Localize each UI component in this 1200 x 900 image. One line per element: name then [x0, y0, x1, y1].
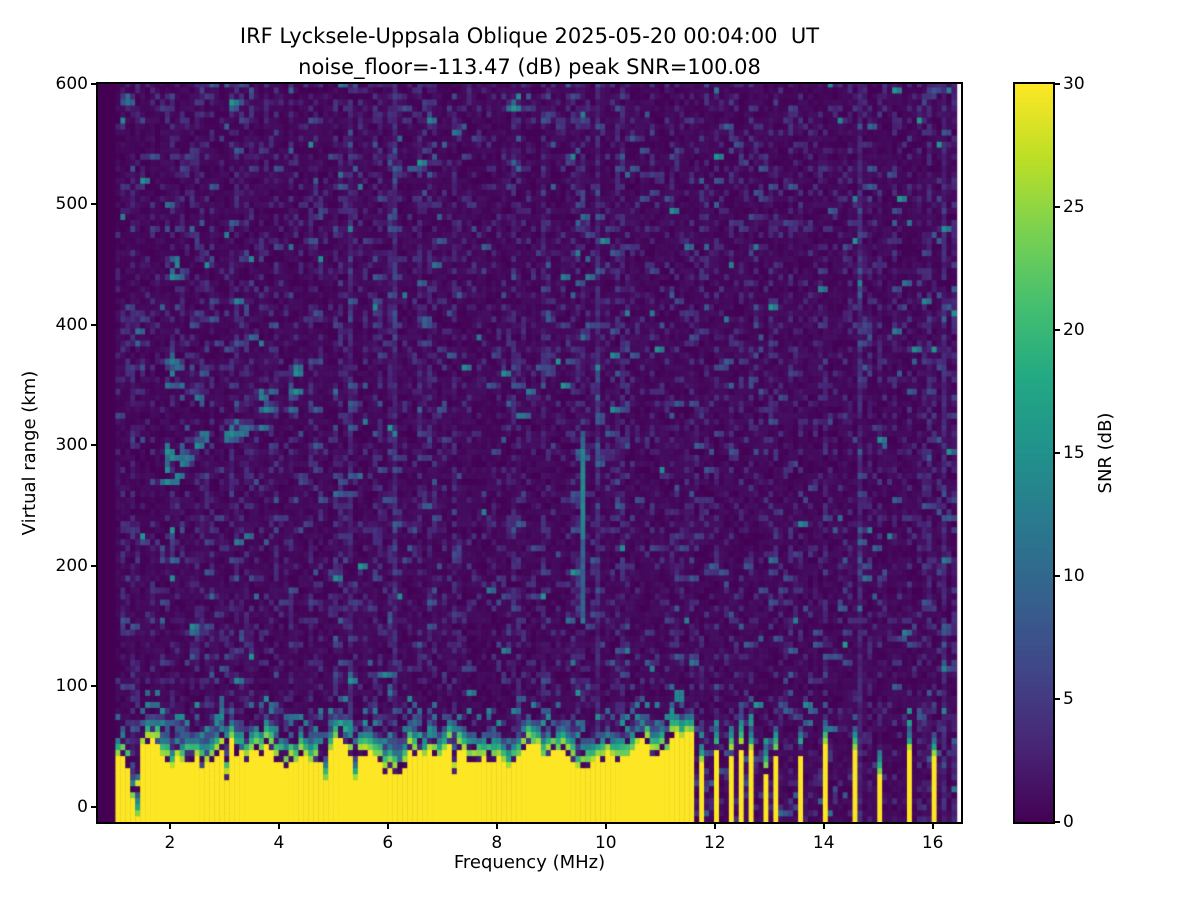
- x-tick-label: 4: [273, 833, 285, 853]
- x-tick-label: 10: [594, 833, 617, 853]
- colorbar-tick: [1055, 83, 1060, 85]
- chart-title-line2: noise_floor=-113.47 (dB) peak SNR=100.08: [298, 55, 761, 79]
- x-tick: [713, 824, 716, 829]
- x-tick: [931, 824, 934, 829]
- colorbar-tick-label: 0: [1063, 812, 1074, 832]
- colorbar-tick-label: 25: [1063, 197, 1085, 217]
- x-tick-label: 2: [164, 833, 176, 853]
- y-tick-label: 0: [77, 796, 88, 817]
- y-tick-label: 100: [55, 676, 88, 697]
- y-tick-label: 600: [55, 74, 88, 94]
- x-tick-label: 8: [491, 833, 503, 853]
- plot-area: [96, 82, 963, 824]
- colorbar-tick: [1055, 698, 1060, 700]
- y-tick-label: 400: [55, 314, 88, 335]
- colorbar-tick-label: 10: [1063, 566, 1085, 586]
- colorbar-tick-label: 5: [1063, 689, 1074, 709]
- colorbar-tick: [1055, 206, 1060, 208]
- x-tick-label: 6: [382, 833, 394, 853]
- y-tick: [91, 564, 96, 567]
- x-tick-label: 12: [703, 833, 726, 853]
- x-tick: [822, 824, 825, 829]
- y-tick: [91, 444, 96, 447]
- colorbar-canvas: [1015, 84, 1053, 822]
- x-tick: [168, 824, 171, 829]
- colorbar-tick-label: 20: [1063, 320, 1085, 340]
- colorbar-tick: [1055, 575, 1060, 577]
- colorbar-tick: [1055, 452, 1060, 454]
- colorbar-tick: [1055, 821, 1060, 823]
- y-tick: [91, 83, 96, 85]
- chart-title-line1: IRF Lycksele-Uppsala Oblique 2025-05-20 …: [239, 24, 820, 48]
- y-tick-label: 200: [55, 555, 88, 576]
- x-axis-label: Frequency (MHz): [453, 852, 606, 873]
- y-tick-label: 300: [55, 435, 88, 456]
- y-tick-label: 500: [55, 194, 88, 215]
- colorbar-tick: [1055, 329, 1060, 331]
- y-tick: [91, 685, 96, 688]
- colorbar-tick-label: 15: [1063, 443, 1085, 463]
- x-tick-label: 16: [921, 833, 944, 853]
- colorbar: [1013, 82, 1055, 824]
- x-tick: [277, 824, 280, 829]
- x-tick: [495, 824, 498, 829]
- x-tick: [386, 824, 389, 829]
- colorbar-label: SNR (dB): [1095, 412, 1116, 494]
- colorbar-tick-label: 30: [1063, 74, 1085, 94]
- y-tick: [91, 805, 96, 808]
- x-tick-label: 14: [812, 833, 835, 853]
- x-tick: [604, 824, 607, 829]
- y-tick: [91, 203, 96, 206]
- heatmap-canvas: [98, 84, 961, 822]
- y-tick: [91, 323, 96, 326]
